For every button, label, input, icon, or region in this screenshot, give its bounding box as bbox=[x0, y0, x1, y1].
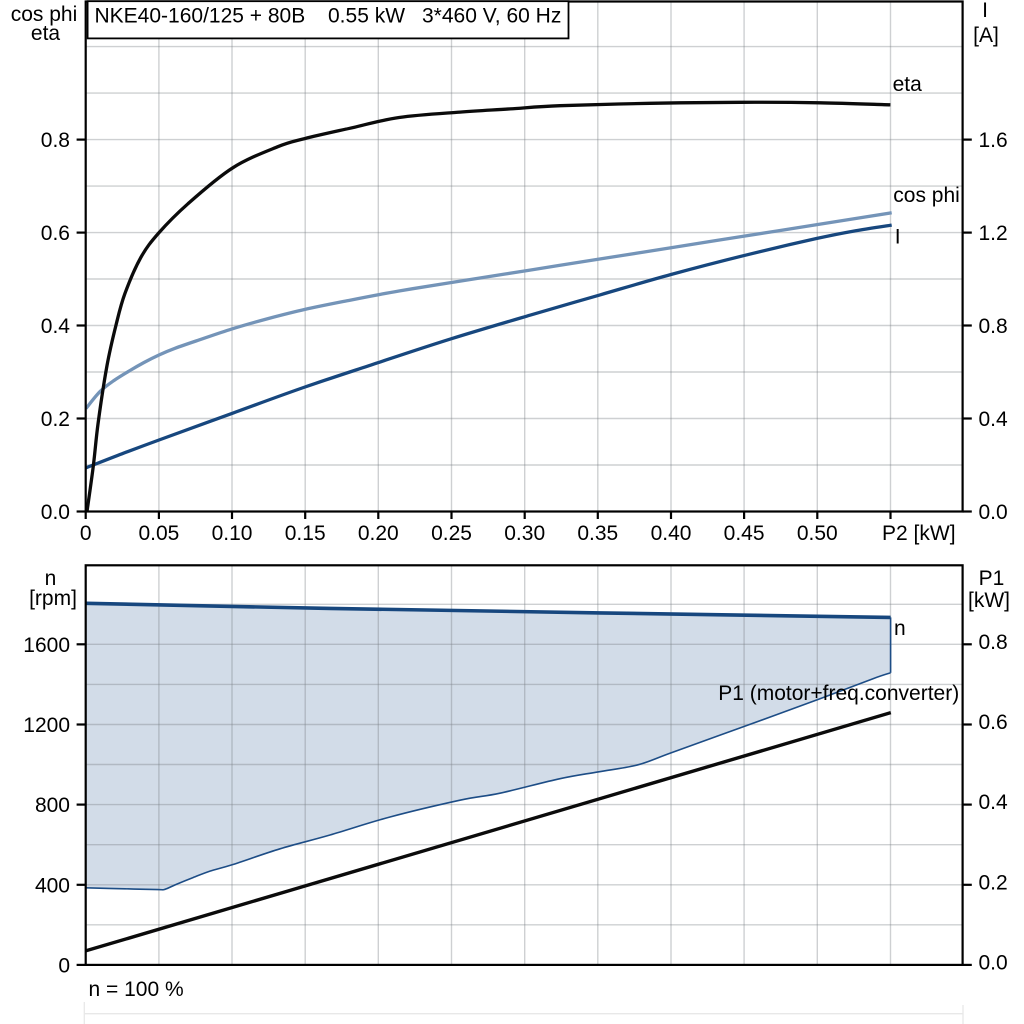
svg-text:0.35: 0.35 bbox=[577, 522, 618, 545]
svg-text:0: 0 bbox=[80, 522, 92, 545]
svg-text:0.15: 0.15 bbox=[285, 522, 326, 545]
svg-text:0.25: 0.25 bbox=[431, 522, 472, 545]
svg-text:P1: P1 bbox=[979, 567, 1005, 590]
svg-text:0.8: 0.8 bbox=[979, 631, 1008, 654]
svg-text:3*460 V, 60 Hz: 3*460 V, 60 Hz bbox=[422, 5, 561, 28]
svg-text:1600: 1600 bbox=[23, 634, 70, 657]
svg-text:0.05: 0.05 bbox=[138, 522, 179, 545]
svg-text:0.4: 0.4 bbox=[979, 408, 1009, 431]
svg-text:0.50: 0.50 bbox=[797, 522, 838, 545]
svg-text:n: n bbox=[45, 567, 57, 590]
svg-text:0.6: 0.6 bbox=[979, 711, 1008, 734]
svg-text:0.30: 0.30 bbox=[504, 522, 545, 545]
svg-text:I: I bbox=[982, 0, 988, 22]
svg-text:0.10: 0.10 bbox=[212, 522, 253, 545]
svg-text:0.6: 0.6 bbox=[41, 222, 70, 245]
svg-text:1.2: 1.2 bbox=[979, 222, 1008, 245]
svg-text:cos phi: cos phi bbox=[893, 184, 960, 207]
svg-text:I: I bbox=[895, 226, 901, 249]
svg-text:n: n bbox=[894, 617, 906, 640]
svg-text:800: 800 bbox=[35, 794, 70, 817]
svg-text:0.20: 0.20 bbox=[358, 522, 399, 545]
svg-text:cos phi: cos phi bbox=[11, 3, 78, 26]
svg-text:0.55 kW: 0.55 kW bbox=[328, 5, 405, 28]
svg-text:0.4: 0.4 bbox=[979, 791, 1009, 814]
svg-text:0.0: 0.0 bbox=[979, 951, 1008, 974]
svg-text:NKE40-160/125 + 80B: NKE40-160/125 + 80B bbox=[95, 5, 306, 28]
svg-text:[rpm]: [rpm] bbox=[29, 587, 77, 610]
svg-text:0: 0 bbox=[58, 954, 70, 977]
svg-text:0.45: 0.45 bbox=[724, 522, 765, 545]
svg-text:0.4: 0.4 bbox=[41, 315, 71, 338]
svg-text:0.8: 0.8 bbox=[41, 129, 70, 152]
svg-text:P2 [kW]: P2 [kW] bbox=[882, 522, 956, 545]
svg-text:1200: 1200 bbox=[23, 714, 70, 737]
svg-text:n = 100 %: n = 100 % bbox=[89, 978, 184, 1001]
svg-text:0.2: 0.2 bbox=[41, 408, 70, 431]
svg-text:400: 400 bbox=[35, 874, 70, 897]
svg-text:0.40: 0.40 bbox=[651, 522, 692, 545]
svg-text:0.8: 0.8 bbox=[979, 315, 1008, 338]
svg-text:1.6: 1.6 bbox=[979, 129, 1008, 152]
svg-text:eta: eta bbox=[31, 22, 61, 45]
svg-text:eta: eta bbox=[893, 73, 923, 96]
svg-text:0.0: 0.0 bbox=[979, 501, 1008, 524]
svg-text:0.0: 0.0 bbox=[41, 501, 70, 524]
svg-text:0.2: 0.2 bbox=[979, 871, 1008, 894]
svg-text:P1 (motor+freq.converter): P1 (motor+freq.converter) bbox=[718, 682, 959, 705]
svg-text:[A]: [A] bbox=[973, 24, 999, 47]
svg-text:[kW]: [kW] bbox=[968, 589, 1010, 612]
